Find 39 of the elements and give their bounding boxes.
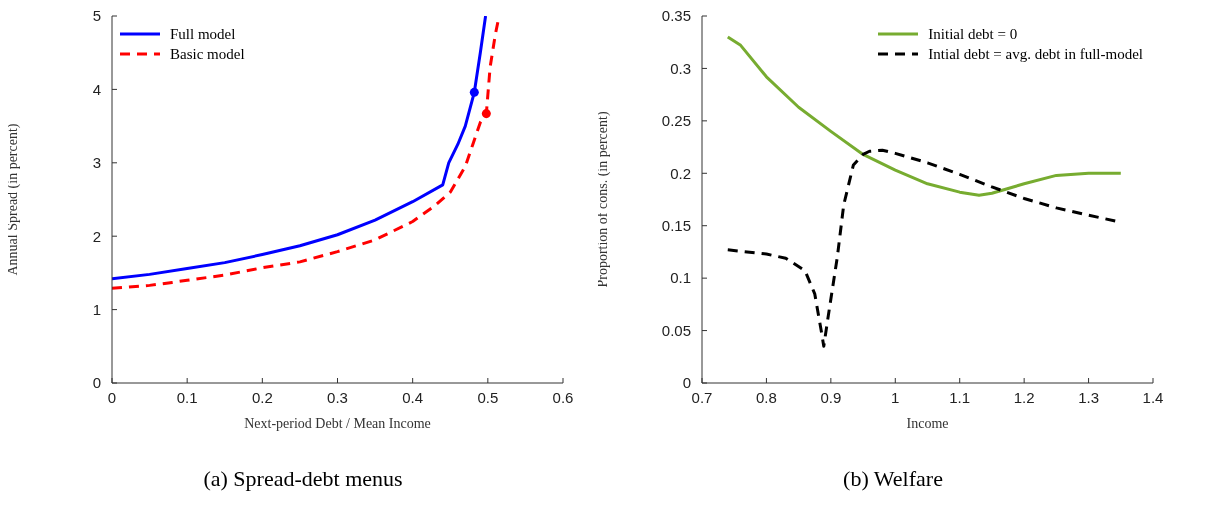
x-tick-label: 0.5	[477, 388, 499, 406]
y-tick-label: 0	[92, 374, 101, 392]
x-tick-label: 1.4	[1142, 388, 1164, 406]
y-tick-label: 3	[92, 154, 101, 172]
y-tick-label: 0.2	[670, 164, 691, 182]
y-tick-label: 0.35	[661, 7, 691, 25]
y-tick-label: 4	[92, 80, 101, 98]
y-tick-label: 0.05	[661, 321, 691, 339]
legend-label: Initial debt = 0	[928, 25, 1018, 44]
x-tick-label: 0	[107, 388, 117, 406]
x-axis-title: Next-period Debt / Mean Income	[244, 416, 431, 431]
x-tick-label: 0.8	[756, 388, 777, 406]
legend-label: Intial debt = avg. debt in full-model	[928, 45, 1143, 64]
x-tick-label: 0.3	[327, 388, 348, 406]
text: (a) Spread-debt menus	[202, 466, 404, 492]
x-tick-label: 1.3	[1078, 388, 1099, 406]
y-tick-label: 0.15	[661, 217, 691, 235]
x-tick-label: 0.6	[552, 388, 574, 406]
y-axis-title: Annual Spread (in percent)	[4, 123, 21, 276]
x-tick-label: 1.2	[1013, 388, 1035, 406]
text: (b) Welfare	[842, 466, 944, 492]
x-tick-label: 1.1	[949, 388, 971, 406]
x-tick-label: 0.9	[820, 388, 842, 406]
x-tick-label: 0.4	[402, 388, 424, 406]
y-tick-label: 5	[92, 7, 101, 25]
y-tick-label: 0.1	[670, 269, 691, 287]
x-tick-label: 0.7	[691, 388, 713, 406]
legend-label: Basic model	[170, 45, 245, 64]
y-tick-label: 2	[92, 227, 101, 245]
x-tick-label: 1	[891, 388, 900, 406]
legend-label: Full model	[170, 25, 236, 44]
y-tick-label: 0.3	[670, 59, 691, 77]
y-axis-title: Proportion of cons. (in percent)	[594, 111, 611, 288]
x-tick-label: 0.1	[176, 388, 198, 406]
x-axis-title: Income	[906, 416, 949, 431]
y-tick-label: 0	[682, 374, 691, 392]
y-tick-label: 1	[92, 300, 101, 318]
x-tick-label: 0.2	[251, 388, 273, 406]
y-tick-label: 0.25	[661, 112, 691, 130]
